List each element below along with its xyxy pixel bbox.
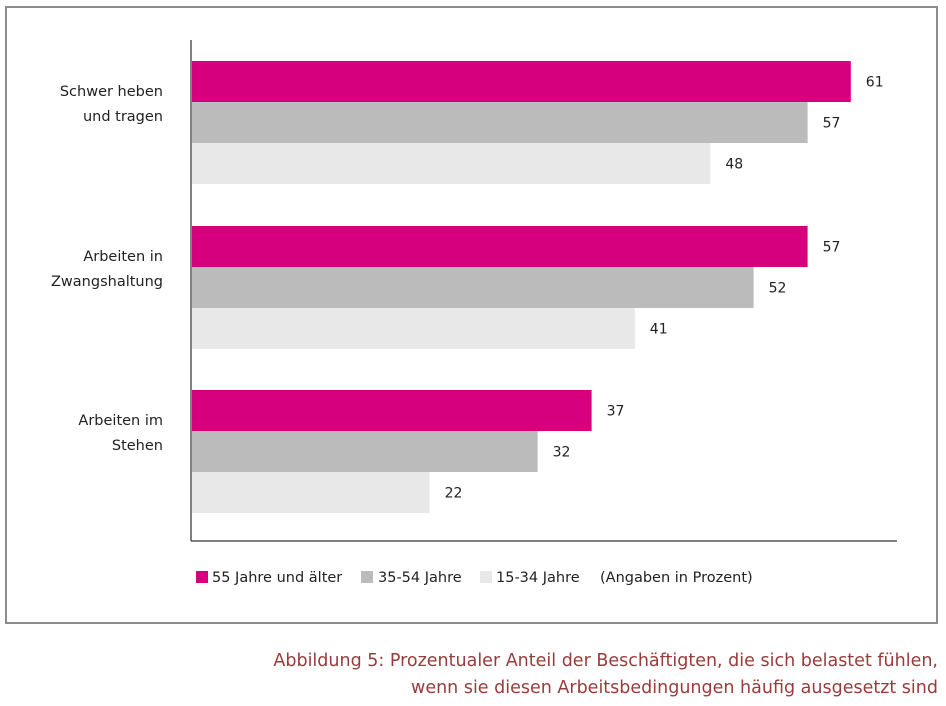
value-label-0-2: 48 [725, 157, 743, 173]
caption-line-1: Abbildung 5: Prozentualer Anteil der Bes… [273, 651, 938, 671]
value-label-1-1: 52 [769, 281, 787, 297]
category-label-0-0: Schwer heben [60, 84, 163, 100]
bar-1-0 [192, 226, 808, 267]
bar-2-0 [192, 390, 592, 431]
bar-2-1 [192, 431, 538, 472]
value-label-0-1: 57 [823, 116, 841, 132]
bar-2-2 [192, 472, 430, 513]
legend-label-1: 35-54 Jahre [378, 570, 462, 586]
category-label-1-1: Zwangshaltung [51, 274, 163, 290]
bar-0-2 [192, 143, 711, 184]
legend-label-0: 55 Jahre und älter [212, 570, 342, 586]
legend-swatch-0 [196, 571, 208, 583]
value-label-1-2: 41 [650, 322, 668, 338]
value-label-1-0: 57 [823, 240, 841, 256]
value-label-2-2: 22 [445, 486, 463, 502]
value-label-0-0: 61 [866, 75, 884, 91]
value-label-2-0: 37 [607, 404, 625, 420]
legend-swatch-1 [361, 571, 373, 583]
legend-swatch-2 [480, 571, 492, 583]
category-label-2-0: Arbeiten im [78, 413, 163, 429]
category-label-1-0: Arbeiten in [83, 249, 163, 265]
legend-label-2: 15-34 Jahre [496, 570, 580, 586]
category-label-0-1: und tragen [83, 109, 163, 125]
caption-line-2: wenn sie diesen Arbeitsbedingungen häufi… [411, 678, 938, 698]
bar-1-2 [192, 308, 635, 349]
bar-0-1 [192, 102, 808, 143]
figure-caption: Abbildung 5: Prozentualer Anteil der Bes… [273, 648, 938, 702]
unit-note: (Angaben in Prozent) [600, 570, 753, 586]
bar-1-1 [192, 267, 754, 308]
category-label-2-1: Stehen [112, 438, 163, 454]
bar-0-0 [192, 61, 851, 102]
value-label-2-1: 32 [553, 445, 571, 461]
